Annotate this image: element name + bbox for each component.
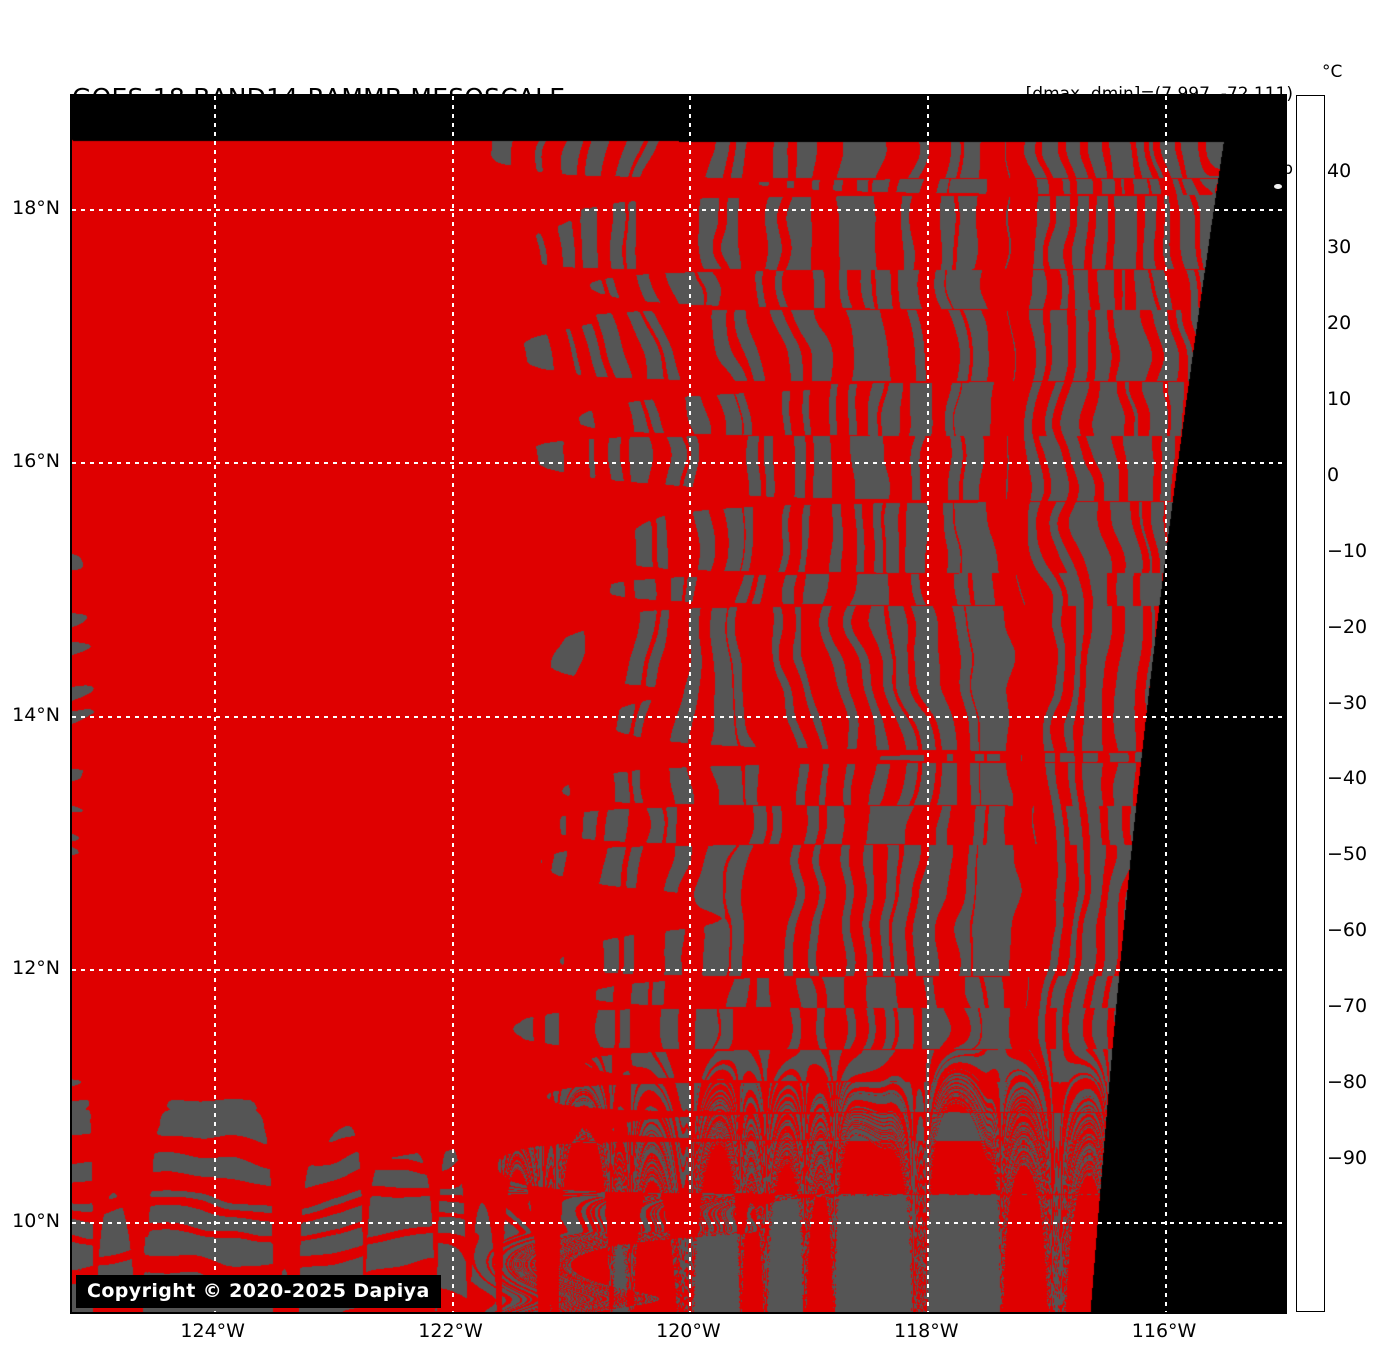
lat-tick-label: 10°N [12, 1210, 60, 1233]
lon-tick-label: 122°W [418, 1320, 483, 1342]
colorbar-tick: −10 [1327, 539, 1368, 562]
colorbar-tick: −90 [1327, 1147, 1368, 1170]
colorbar-tick: 40 [1327, 159, 1352, 182]
colorbar-tick: −40 [1327, 767, 1368, 790]
satellite-plot: Copyright © 2020-2025 Dapiya [70, 94, 1287, 1314]
colorbar-tick: −50 [1327, 843, 1368, 866]
copyright-watermark: Copyright © 2020-2025 Dapiya [76, 1275, 441, 1308]
colorbar-tick: −70 [1327, 995, 1368, 1018]
colorbar-tick: 30 [1327, 235, 1352, 258]
satellite-image-canvas [72, 96, 1285, 1312]
lat-tick-label: 18°N [12, 197, 60, 219]
lat-tick-label: 12°N [12, 957, 60, 979]
colorbar-tick: −80 [1327, 1071, 1368, 1094]
colorbar-tick: −20 [1327, 615, 1368, 638]
lon-tick-label: 118°W [893, 1320, 959, 1342]
colorbar-unit-label: °C [1322, 62, 1343, 82]
lat-tick-label: 16°N [12, 450, 60, 473]
colorbar-tick: 0 [1327, 463, 1340, 486]
lon-tick-label: 116°W [1131, 1320, 1197, 1342]
colorbar-tick: −60 [1327, 919, 1368, 942]
colorbar-tick: 10 [1327, 387, 1352, 410]
colorbar-tick: −30 [1327, 691, 1368, 714]
scan-artifact-speck [1274, 184, 1282, 189]
lon-tick-label: 124°W [180, 1320, 245, 1342]
colorbar-gradient [1297, 96, 1324, 1311]
lat-tick-label: 14°N [12, 703, 60, 726]
colorbar-tick: 20 [1327, 311, 1352, 334]
lon-tick-label: 120°W [656, 1320, 721, 1342]
colorbar [1296, 95, 1325, 1312]
